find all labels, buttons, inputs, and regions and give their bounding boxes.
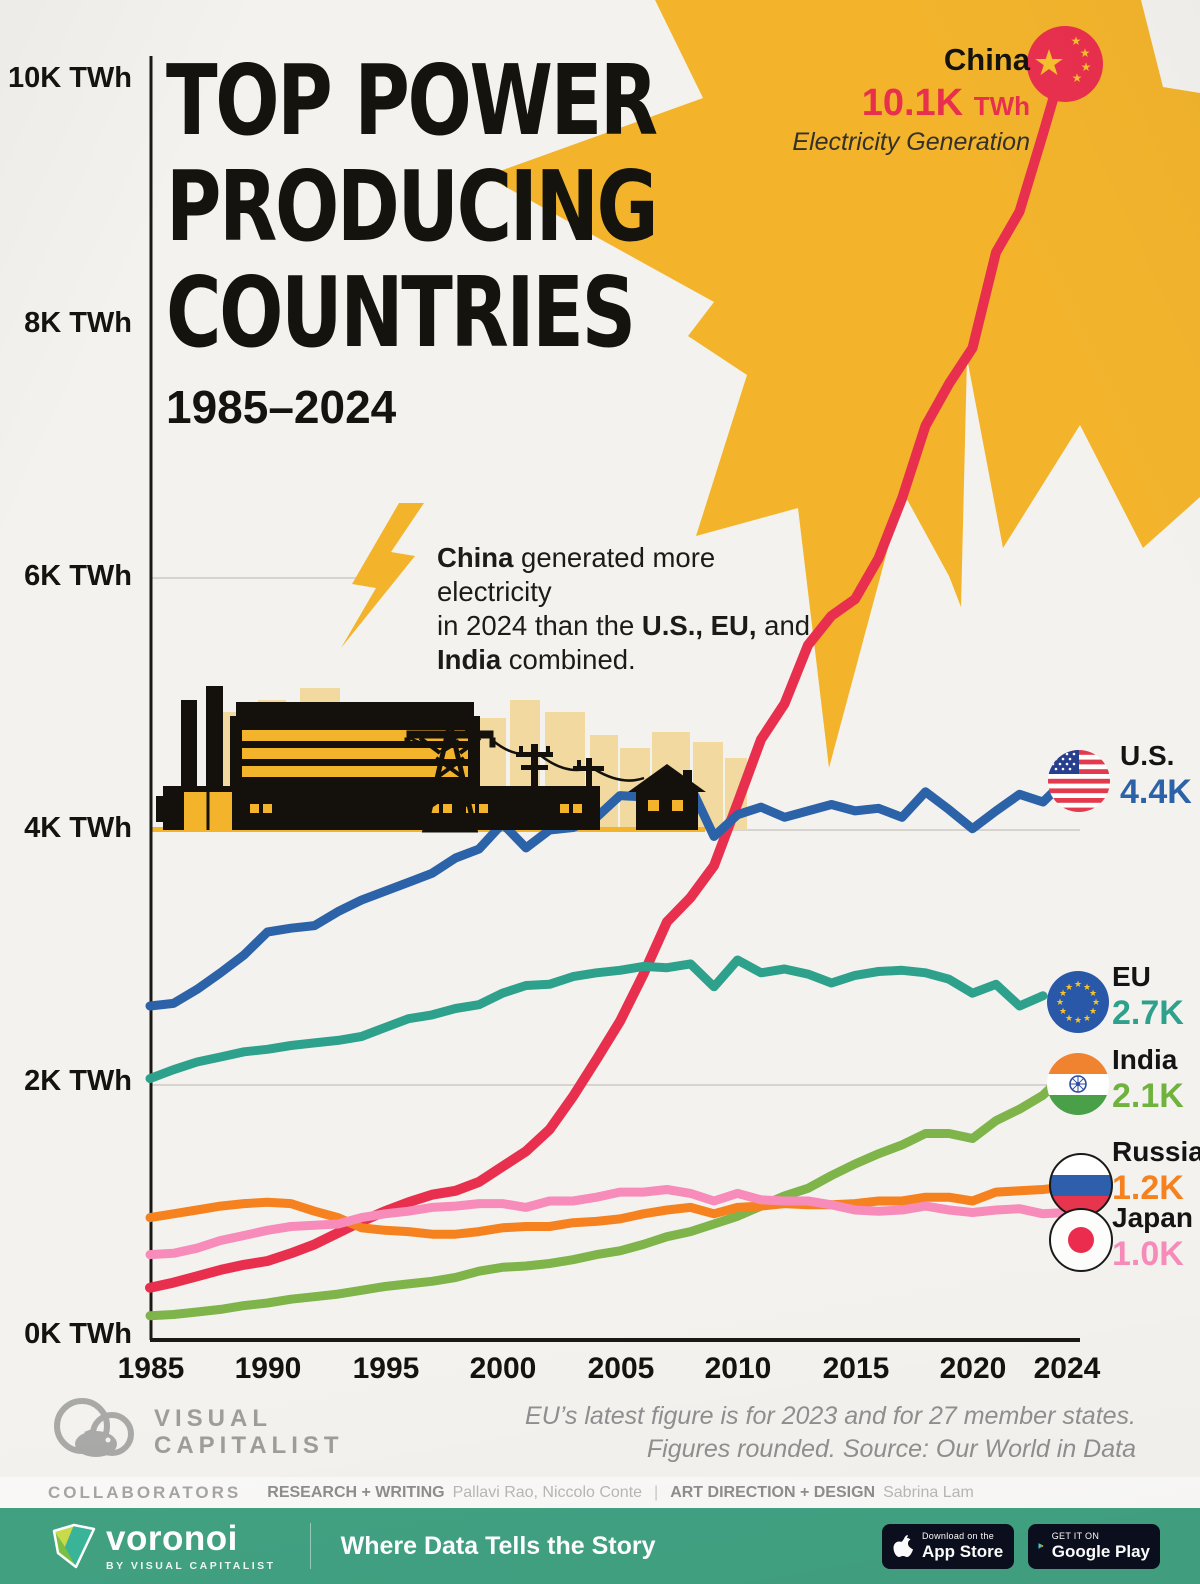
source-note: EU’s latest figure is for 2023 and for 2… <box>525 1402 1136 1463</box>
apple-logo-icon <box>893 1535 913 1557</box>
bar-tagline: Where Data Tells the Story <box>340 1531 656 1560</box>
x-axis-label-1985: 1985 <box>117 1352 185 1385</box>
house-icon <box>628 764 706 830</box>
callout-value: 10.1K <box>861 82 964 124</box>
annotation-bold-india: India <box>437 644 502 675</box>
us-flag-icon <box>1048 750 1110 812</box>
annotation-bold-useu: U.S., EU, <box>641 610 757 641</box>
svg-text:★: ★ <box>1065 1014 1073 1024</box>
x-axis-label-1995: 1995 <box>352 1352 420 1385</box>
x-axis-label-2024: 2024 <box>1033 1352 1101 1385</box>
chart-lines <box>145 48 1072 1321</box>
line-china <box>145 48 1072 1293</box>
japan-flag-icon <box>1049 1208 1113 1272</box>
x-axis-label-2005: 2005 <box>587 1352 655 1385</box>
voronoi-brand-name: voronoi <box>106 1518 238 1558</box>
svg-text:★: ★ <box>1092 998 1100 1008</box>
legend-item-russia: Russia 1.2K <box>1112 1136 1200 1207</box>
google-play-logo-icon <box>1038 1543 1044 1549</box>
y-axis-label-0k: 0K TWh <box>24 1318 132 1350</box>
collab-names-research: Pallavi Rao, Niccolo Conte <box>452 1483 643 1501</box>
google-play-badge[interactable]: GET IT ON Google Play <box>1028 1523 1160 1569</box>
svg-text:★: ★ <box>1074 980 1082 990</box>
power-wires <box>409 723 645 782</box>
eu-flag-icon: ★★★ ★★★ ★★★ ★ ★★ <box>1047 971 1109 1033</box>
svg-text:★: ★ <box>1081 60 1092 74</box>
app-store-badge-big-text: App Store <box>922 1542 1004 1561</box>
line-india <box>145 1067 1071 1321</box>
app-store-badge-small-text: Download on the <box>922 1531 995 1541</box>
china-flag-icon: ★ ★ ★ ★ ★ <box>1027 26 1103 102</box>
svg-text:★: ★ <box>1059 1007 1067 1017</box>
svg-text:★: ★ <box>1089 989 1097 999</box>
collab-role-research: RESEARCH + WRITING <box>267 1483 445 1501</box>
y-axis-label-10k: 10K TWh <box>7 62 132 94</box>
x-axis-label-2015: 2015 <box>822 1352 890 1385</box>
power-plant-illustration <box>156 686 706 833</box>
collab-names-design: Sabrina Lam <box>883 1483 974 1501</box>
vc-logo-text-1: VISUAL <box>154 1405 273 1432</box>
legend-item-india: India 2.1K <box>1112 1044 1184 1115</box>
y-axis-label-4k: 4K TWh <box>24 812 132 844</box>
visual-capitalist-logo: VISUAL CAPITALIST <box>44 1396 344 1468</box>
chart-annotation: China generated more electricity in 2024… <box>437 542 811 675</box>
callout-sublabel: Electricity Generation <box>792 128 1030 156</box>
legend-item-us: U.S. 4.4K <box>1120 740 1192 811</box>
line-eu <box>145 955 1048 1084</box>
legend-item-eu: EU 2.7K <box>1112 961 1184 1032</box>
svg-text:★: ★ <box>1065 983 1073 993</box>
x-axis-label-1990: 1990 <box>234 1352 302 1385</box>
x-axis-label-2010: 2010 <box>704 1352 772 1385</box>
voronoi-brand-sub: BY VISUAL CAPITALIST <box>106 1559 276 1572</box>
svg-text:★: ★ <box>1089 1007 1097 1017</box>
y-axis-label-2k: 2K TWh <box>24 1065 132 1097</box>
voronoi-logo-icon <box>52 1523 96 1569</box>
callout-unit: TWh <box>973 91 1030 121</box>
voronoi-logo: voronoi BY VISUAL CAPITALIST <box>52 1521 276 1572</box>
russia-flag-icon <box>1049 1153 1113 1217</box>
collab-role-design: ART DIRECTION + DESIGN <box>670 1483 876 1501</box>
lightning-bolt-icon <box>341 503 424 648</box>
callout-country: China <box>943 42 1030 77</box>
svg-text:★: ★ <box>1072 71 1083 85</box>
india-flag-icon <box>1047 1053 1109 1115</box>
page-title: TOP POWER PRODUCING COUNTRIES 1985–2024 <box>166 48 795 434</box>
line-russia <box>145 1182 1071 1239</box>
y-axis-label-8k: 8K TWh <box>24 307 132 339</box>
svg-text:★: ★ <box>1059 989 1067 999</box>
line-japan <box>145 1185 1071 1260</box>
legend-item-japan: Japan 1.0K <box>1112 1202 1193 1273</box>
axes <box>149 56 1080 1342</box>
title-line-3: COUNTRIES <box>166 256 636 369</box>
google-play-badge-small-text: GET IT ON <box>1051 1531 1100 1541</box>
annotation-bold-china: China <box>437 542 514 573</box>
utility-poles-icon <box>516 744 604 830</box>
bar-divider <box>309 1523 311 1569</box>
svg-text:★: ★ <box>1080 46 1091 60</box>
title-year-range: 1985–2024 <box>166 381 397 433</box>
vc-logo-icon <box>54 1398 134 1457</box>
app-store-badge[interactable]: Download on the App Store <box>882 1523 1014 1569</box>
x-axis-label-2000: 2000 <box>469 1352 537 1385</box>
china-callout: China 10.1K TWh Electricity Generation <box>792 44 1030 155</box>
line-us <box>145 774 1071 1011</box>
svg-text:★: ★ <box>1083 1014 1091 1024</box>
google-play-badge-big-text: Google Play <box>1051 1542 1150 1561</box>
x-axis-label-2020: 2020 <box>939 1352 1007 1385</box>
title-line-1: TOP POWER <box>166 44 658 157</box>
svg-text:★: ★ <box>1071 34 1082 48</box>
title-line-2: PRODUCING <box>166 150 659 263</box>
svg-text:★: ★ <box>1033 43 1065 84</box>
bottom-brand-bar: voronoi BY VISUAL CAPITALIST Where Data … <box>0 1508 1200 1584</box>
collaborators-strip: COLLABORATORS RESEARCH + WRITING Pallavi… <box>0 1477 1200 1508</box>
svg-text:★: ★ <box>1074 1016 1082 1026</box>
vc-logo-text-2: CAPITALIST <box>154 1432 344 1459</box>
svg-text:★: ★ <box>1083 983 1091 993</box>
svg-text:★: ★ <box>1056 998 1064 1008</box>
y-axis-label-6k: 6K TWh <box>24 560 132 592</box>
collaborators-header: COLLABORATORS <box>48 1482 242 1502</box>
